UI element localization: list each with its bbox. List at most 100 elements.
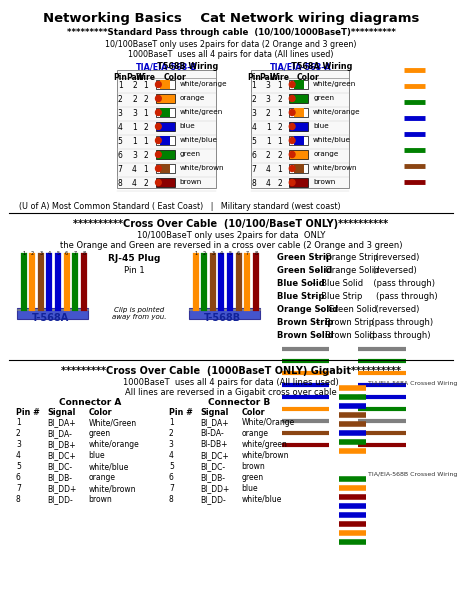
Text: BI_DC+: BI_DC+ bbox=[47, 451, 76, 460]
Text: Pin: Pin bbox=[247, 73, 261, 82]
Text: Wire: Wire bbox=[136, 73, 156, 82]
Text: brown: brown bbox=[179, 179, 201, 185]
Text: 2: 2 bbox=[266, 109, 271, 118]
Text: 2: 2 bbox=[132, 81, 137, 90]
Text: 1: 1 bbox=[277, 165, 282, 174]
Text: 1: 1 bbox=[277, 81, 282, 90]
Bar bbox=[294, 80, 304, 89]
Circle shape bbox=[289, 110, 295, 115]
Text: Signal: Signal bbox=[47, 408, 76, 417]
Text: Pair: Pair bbox=[260, 73, 277, 82]
Text: white/brown: white/brown bbox=[89, 484, 136, 493]
Text: green: green bbox=[179, 151, 201, 157]
Circle shape bbox=[289, 166, 295, 172]
Text: blue: blue bbox=[313, 123, 329, 129]
Text: white/green: white/green bbox=[313, 81, 356, 87]
Text: 1: 1 bbox=[118, 81, 122, 90]
Bar bbox=[289, 178, 309, 187]
Circle shape bbox=[155, 110, 161, 115]
Text: blue: blue bbox=[179, 123, 195, 129]
Text: –  Orange Strip: – Orange Strip bbox=[313, 253, 378, 262]
Text: Color: Color bbox=[163, 73, 186, 82]
Bar bbox=[117, 70, 216, 188]
Text: 4: 4 bbox=[132, 165, 137, 174]
Bar bbox=[155, 122, 174, 131]
Text: 3: 3 bbox=[132, 151, 137, 160]
Circle shape bbox=[155, 180, 161, 186]
Text: 3: 3 bbox=[252, 109, 256, 118]
Text: 1: 1 bbox=[144, 81, 148, 90]
Bar bbox=[189, 309, 260, 310]
Text: 1: 1 bbox=[266, 123, 271, 132]
Text: 2: 2 bbox=[252, 95, 256, 104]
Text: 1: 1 bbox=[132, 137, 137, 146]
Text: 2: 2 bbox=[277, 151, 282, 160]
Text: –  Green Solid: – Green Solid bbox=[316, 305, 377, 314]
Text: –  Brown Strip: – Brown Strip bbox=[313, 318, 374, 327]
Text: BI_DB-: BI_DB- bbox=[201, 473, 226, 482]
Text: white/blue: white/blue bbox=[179, 137, 218, 143]
Text: TIA/EIA-568A Crossed Wiring: TIA/EIA-568A Crossed Wiring bbox=[368, 381, 457, 386]
Text: 5: 5 bbox=[169, 462, 174, 471]
Bar bbox=[160, 80, 170, 89]
Text: Brown Solid: Brown Solid bbox=[277, 331, 334, 340]
Text: 10/100BaseT only uses 2pairs for data (2 Orange and 3 green): 10/100BaseT only uses 2pairs for data (2… bbox=[105, 40, 357, 49]
Circle shape bbox=[289, 180, 295, 186]
Text: blue: blue bbox=[89, 451, 105, 460]
Text: Green Strip: Green Strip bbox=[277, 253, 332, 262]
Text: 1: 1 bbox=[144, 137, 148, 146]
Bar bbox=[289, 108, 309, 117]
Text: green: green bbox=[313, 95, 334, 101]
Text: 1000BaseT  uses all 4 pairs for data (All lines used): 1000BaseT uses all 4 pairs for data (All… bbox=[128, 50, 334, 59]
Text: 1: 1 bbox=[277, 109, 282, 118]
Text: 2: 2 bbox=[144, 123, 148, 132]
Text: 6: 6 bbox=[65, 251, 68, 256]
Bar bbox=[289, 94, 309, 103]
Text: Wire: Wire bbox=[270, 73, 290, 82]
Text: 4: 4 bbox=[220, 251, 223, 256]
Circle shape bbox=[289, 123, 295, 129]
Text: Networking Basics    Cat Network wiring diagrams: Networking Basics Cat Network wiring dia… bbox=[43, 12, 419, 25]
Bar bbox=[160, 164, 170, 173]
Text: (pass through): (pass through) bbox=[361, 331, 431, 340]
Text: 1: 1 bbox=[194, 251, 197, 256]
Text: Color: Color bbox=[89, 408, 112, 417]
Text: Pin 1: Pin 1 bbox=[124, 266, 145, 275]
Text: 4: 4 bbox=[252, 123, 256, 132]
Circle shape bbox=[289, 137, 295, 143]
Text: BI_DD-: BI_DD- bbox=[201, 495, 226, 504]
Text: BI_DC-: BI_DC- bbox=[47, 462, 73, 471]
Text: 2: 2 bbox=[144, 179, 148, 188]
Text: 4: 4 bbox=[132, 179, 137, 188]
Text: –  Brown Solid: – Brown Solid bbox=[313, 331, 374, 340]
Text: 4: 4 bbox=[118, 123, 123, 132]
Text: TIA/EIA-568-B: TIA/EIA-568-B bbox=[136, 62, 198, 71]
Bar bbox=[155, 94, 174, 103]
Text: 3: 3 bbox=[266, 81, 271, 90]
Text: Connector A: Connector A bbox=[59, 398, 122, 407]
Text: 2: 2 bbox=[31, 251, 34, 256]
Text: (pass through): (pass through) bbox=[361, 318, 433, 327]
Text: BI-DA-: BI-DA- bbox=[201, 429, 224, 438]
Text: 7: 7 bbox=[73, 251, 77, 256]
Text: 5: 5 bbox=[228, 251, 232, 256]
Text: 8: 8 bbox=[254, 251, 257, 256]
Text: 5: 5 bbox=[16, 462, 21, 471]
Text: white/orange: white/orange bbox=[89, 440, 139, 449]
Text: 4: 4 bbox=[169, 451, 174, 460]
Text: Pin #: Pin # bbox=[16, 408, 40, 417]
Text: Color: Color bbox=[242, 408, 265, 417]
Text: 4: 4 bbox=[266, 179, 271, 188]
Text: 7: 7 bbox=[118, 165, 123, 174]
Text: 4: 4 bbox=[266, 165, 271, 174]
Text: BI_DA-: BI_DA- bbox=[47, 429, 73, 438]
Text: 1: 1 bbox=[132, 123, 137, 132]
Text: 8: 8 bbox=[118, 179, 122, 188]
Text: (U of A) Most Common Standard ( East Coast)   |   Military standard (west coast): (U of A) Most Common Standard ( East Coa… bbox=[19, 202, 340, 211]
Text: white/blue: white/blue bbox=[313, 137, 351, 143]
Text: (reversed): (reversed) bbox=[365, 305, 419, 314]
Bar bbox=[155, 164, 174, 173]
Text: 2: 2 bbox=[277, 179, 282, 188]
Text: –  Blue Solid: – Blue Solid bbox=[310, 279, 364, 288]
Text: BI_DD-: BI_DD- bbox=[47, 495, 73, 504]
